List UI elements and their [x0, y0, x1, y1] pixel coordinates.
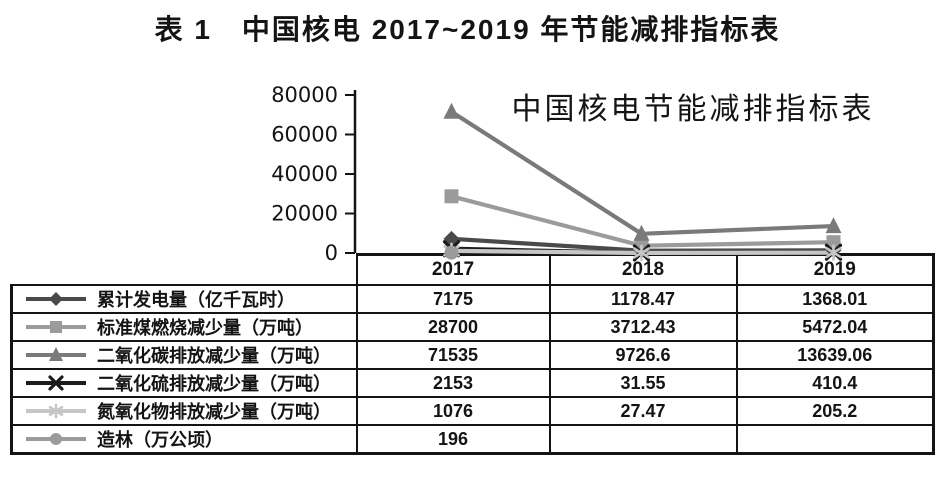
legend-cell: 标准煤燃烧减少量（万吨） [10, 312, 358, 342]
square-marker [444, 189, 459, 204]
square-marker [634, 238, 649, 253]
legend-cell: 二氧化硫排放减少量（万吨） [10, 368, 358, 398]
value-cell: 7175 [355, 284, 551, 314]
y-axis-tick-label: 40000 [271, 162, 338, 186]
square-marker [50, 321, 62, 333]
table-row: 标准煤燃烧减少量（万吨） 28700 3712.43 5472.04 [10, 312, 935, 342]
asterisk-legend-icon [26, 403, 86, 419]
legend-label: 氮氧化物排放减少量（万吨） [97, 402, 331, 422]
page-title: 表 1 中国核电 2017~2019 年节能减排指标表 [154, 14, 781, 45]
value-cell: 28700 [355, 312, 551, 342]
x-marker [48, 375, 64, 391]
table-row: 累计发电量（亿千瓦时） 7175 1178.47 1368.01 [10, 284, 935, 314]
triangle-marker [825, 217, 842, 234]
legend-label: 造林（万公顷） [97, 430, 223, 450]
value-cell: 1076 [355, 396, 551, 426]
year-header-cell: 2017 [355, 253, 551, 286]
series-line-2 [450, 109, 834, 236]
triangle-marker [633, 224, 650, 241]
value-cell: 27.47 [548, 396, 738, 426]
y-axis-tick-label: 60000 [271, 123, 338, 147]
square-legend-icon [26, 321, 86, 333]
table-row: 造林（万公顷） 196 [10, 424, 935, 455]
value-cell: 196 [355, 424, 551, 455]
value-cell: 1178.47 [548, 284, 738, 314]
chart-title: 中国核电节能减排指标表 [511, 93, 875, 126]
legend-cell: 累计发电量（亿千瓦时） [10, 284, 358, 314]
circle-legend-icon [26, 433, 86, 445]
triangle-legend-icon [26, 347, 86, 361]
y-axis-tick-label: 20000 [271, 202, 338, 226]
legend-label: 二氧化碳排放减少量（万吨） [97, 346, 331, 366]
diamond-legend-icon [26, 292, 86, 306]
legend-cell: 造林（万公顷） [10, 424, 358, 455]
value-cell: 1368.01 [735, 284, 935, 314]
diamond-marker [443, 230, 460, 247]
value-cell [548, 424, 738, 455]
value-cell: 5472.04 [735, 312, 935, 342]
value-cell: 410.4 [735, 368, 935, 398]
y-axis-tick-label: 80000 [271, 83, 338, 107]
value-cell: 3712.43 [548, 312, 738, 342]
circle-marker [50, 433, 62, 445]
ghost-cell [11, 254, 358, 286]
legend-label: 累计发电量（亿千瓦时） [97, 290, 295, 310]
value-cell: 2153 [355, 368, 551, 398]
legend-label: 标准煤燃烧减少量（万吨） [97, 318, 313, 338]
triangle-marker [49, 347, 63, 361]
value-cell: 9726.6 [548, 340, 738, 370]
asterisk-marker [48, 403, 64, 419]
value-cell: 13639.06 [735, 340, 935, 370]
table-row: 二氧化硫排放减少量（万吨） 2153 31.55 410.4 [10, 368, 935, 398]
indicator-table-body: 2017 2018 2019 累计发电量（亿千瓦时） 7175 1178.47 1368.0… [10, 253, 935, 455]
value-cell: 31.55 [548, 368, 738, 398]
indicator-table: 2017 2018 2019 累计发电量（亿千瓦时） 7175 1178.47 1368.0… [10, 253, 935, 455]
table-row: 二氧化碳排放减少量（万吨） 71535 9726.6 13639.06 [10, 340, 935, 370]
value-cell [735, 424, 935, 455]
year-header-cell: 2019 [735, 253, 935, 286]
legend-cell: 氮氧化物排放减少量（万吨） [10, 396, 358, 426]
triangle-marker [443, 102, 460, 119]
year-header-cell: 2018 [548, 253, 738, 286]
x-legend-icon [26, 375, 86, 391]
series-line-0 [451, 236, 834, 253]
table-row: 氮氧化物排放减少量（万吨） 1076 27.47 205.2 [10, 396, 935, 426]
diamond-marker [49, 292, 63, 306]
square-marker [826, 235, 841, 250]
legend-label: 二氧化硫排放减少量（万吨） [97, 374, 331, 394]
year-header-row: 2017 2018 2019 [11, 253, 935, 286]
value-cell: 71535 [355, 340, 551, 370]
legend-cell: 二氧化碳排放减少量（万吨） [10, 340, 358, 370]
value-cell: 205.2 [735, 396, 935, 426]
series-line-1 [450, 194, 834, 248]
